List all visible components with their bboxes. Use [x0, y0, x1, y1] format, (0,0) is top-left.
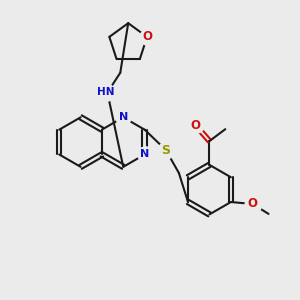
Text: O: O — [248, 197, 258, 211]
Text: HN: HN — [97, 86, 114, 97]
Text: S: S — [161, 143, 170, 157]
Text: O: O — [142, 30, 152, 44]
Text: O: O — [190, 119, 201, 132]
Text: N: N — [140, 149, 149, 160]
Text: N: N — [118, 112, 128, 122]
